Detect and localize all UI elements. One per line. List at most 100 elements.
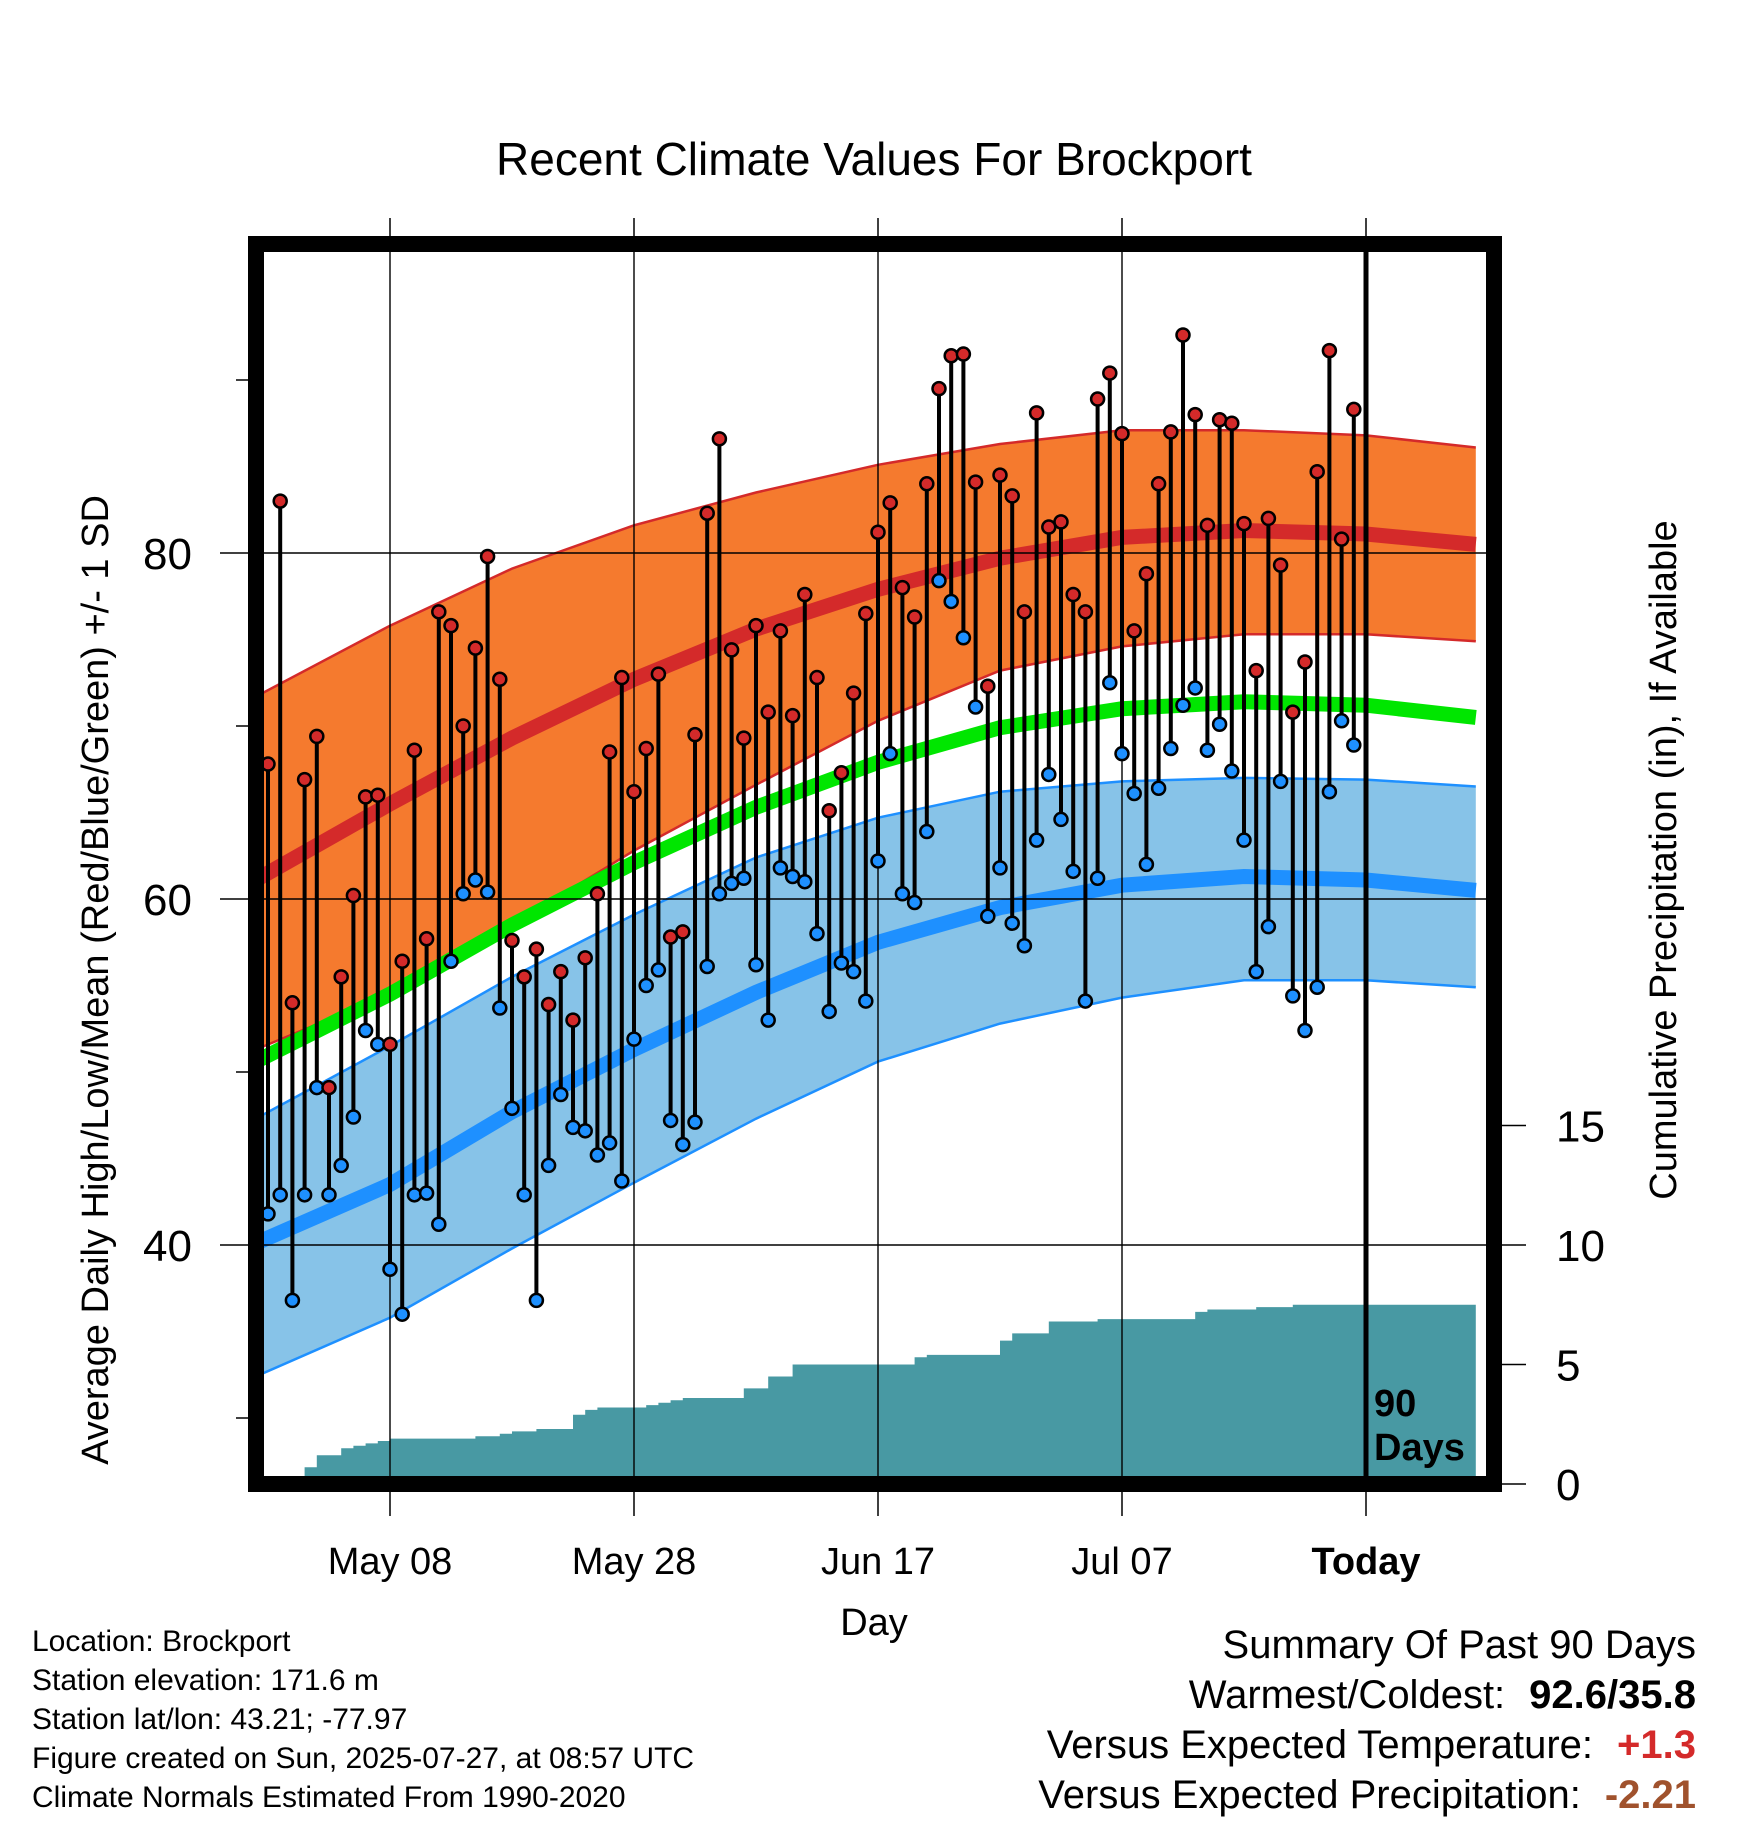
obs-high-point [723, 642, 740, 658]
obs-high-point [711, 431, 728, 447]
obs-low-point [809, 925, 825, 942]
obs-low-point [943, 593, 959, 610]
obs-high-point [406, 742, 423, 758]
obs-high-point [1297, 654, 1313, 670]
obs-high-point [370, 787, 386, 803]
obs-high-point [1187, 406, 1203, 423]
obs-high-point [455, 718, 471, 734]
obs-high-point [284, 995, 301, 1011]
obs-low-point [528, 1292, 545, 1309]
obs-low-point [1065, 863, 1081, 880]
normals-text: Climate Normals Estimated From 1990-2020 [32, 1781, 626, 1814]
obs-low-point [760, 1012, 776, 1028]
obs-high-point [589, 886, 606, 902]
obs-high-point [687, 726, 703, 743]
location-text: Location: Brockport [32, 1625, 291, 1658]
y-tick-label: 60 [143, 876, 192, 925]
warmest-value: 92.6/35.8 [1529, 1673, 1696, 1717]
obs-low-point [1138, 856, 1155, 873]
obs-low-point [772, 860, 789, 876]
obs-high-point [565, 1012, 581, 1028]
obs-high-point [528, 941, 545, 957]
obs-high-point [492, 671, 508, 688]
obs-high-point [1272, 557, 1289, 573]
obs-low-point [931, 572, 947, 589]
obs-low-point [1028, 832, 1045, 848]
obs-low-point [1297, 1022, 1313, 1039]
obs-low-point [1199, 742, 1216, 758]
obs-high-point [638, 740, 654, 757]
obs-low-point [455, 886, 471, 902]
obs-high-point [760, 704, 776, 720]
obs-low-point [1004, 915, 1020, 931]
x-tick-label: Jun 17 [821, 1541, 935, 1583]
obs-high-point [1321, 342, 1338, 359]
obs-low-point [894, 886, 911, 902]
obs-high-point [1199, 517, 1216, 534]
summary-heading: Summary Of Past 90 Days [1222, 1623, 1696, 1667]
obs-high-point [394, 953, 410, 970]
obs-high-point [1004, 488, 1020, 504]
obs-low-point [1309, 979, 1325, 995]
obs-low-point [540, 1157, 557, 1174]
obs-low-point [882, 745, 898, 762]
obs-low-point [589, 1147, 606, 1163]
obs-high-point [1114, 425, 1130, 442]
precip-deviation-row: Versus Expected Precipitation: -2.21 [1038, 1770, 1696, 1820]
obs-low-point [967, 699, 984, 715]
obs-high-point [894, 579, 911, 596]
y2-tick-label: 5 [1556, 1342, 1580, 1391]
obs-low-point [1211, 716, 1228, 733]
obs-high-point [553, 963, 569, 980]
obs-high-point [614, 669, 630, 686]
obs-low-point [357, 1022, 374, 1039]
station-info: Location: Brockport Station elevation: 1… [32, 1622, 694, 1817]
obs-low-point [638, 977, 654, 994]
obs-high-point [992, 467, 1008, 483]
temp-deviation-label: Versus Expected Temperature: [1046, 1723, 1594, 1767]
obs-low-point [1248, 963, 1264, 980]
obs-low-point [821, 1003, 837, 1020]
obs-high-point [443, 617, 459, 634]
y-tick-label: 80 [143, 530, 192, 579]
obs-low-point [284, 1292, 301, 1309]
obs-high-point [1224, 415, 1240, 431]
obs-high-point [479, 548, 496, 565]
obs-high-point [1126, 623, 1142, 639]
obs-low-point [833, 955, 850, 971]
obs-low-point [479, 884, 496, 900]
obs-low-point [992, 860, 1008, 876]
obs-low-point [675, 1136, 691, 1153]
obs-high-point [1285, 704, 1301, 720]
obs-high-point [345, 887, 362, 904]
obs-low-point [1321, 783, 1338, 800]
obs-high-point [980, 678, 996, 694]
x-tick-label: May 28 [572, 1541, 697, 1583]
obs-low-point [919, 823, 935, 840]
obs-low-point [699, 958, 715, 975]
obs-high-point [858, 605, 874, 622]
obs-high-point [1053, 514, 1069, 530]
obs-low-point [382, 1261, 398, 1277]
obs-low-point [492, 1000, 508, 1016]
obs-low-point [1016, 937, 1033, 954]
x-tick-label: Jul 07 [1071, 1541, 1172, 1583]
obs-low-point [614, 1173, 630, 1189]
y2-tick-label: 0 [1556, 1461, 1580, 1510]
latlon-text: Station lat/lon: 43.21; -77.97 [32, 1703, 408, 1736]
obs-low-point [797, 873, 813, 890]
created-text: Figure created on Sun, 2025-07-27, at 08… [32, 1742, 695, 1775]
obs-high-point [675, 924, 691, 940]
obs-high-point [418, 931, 435, 947]
obs-high-point [809, 669, 825, 686]
obs-low-point [1163, 740, 1179, 757]
obs-high-point [1138, 566, 1155, 582]
y2-tick-label: 10 [1556, 1222, 1605, 1271]
elevation-text: Station elevation: 171.6 m [32, 1664, 379, 1697]
obs-high-point [699, 505, 715, 521]
obs-low-point [333, 1157, 349, 1174]
obs-low-point [1150, 780, 1167, 797]
obs-high-point [882, 495, 898, 511]
y-axis-label: Average Daily High/Low/Mean (Red/Blue/Gr… [75, 495, 117, 1465]
